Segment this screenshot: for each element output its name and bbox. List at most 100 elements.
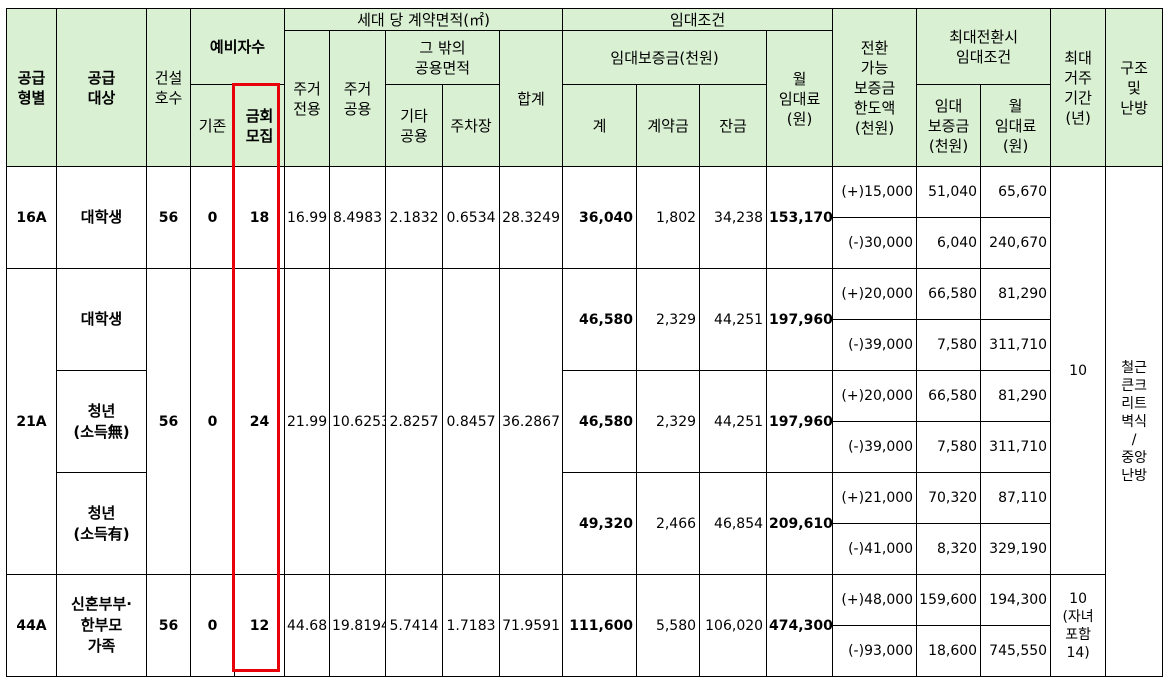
conversion-up-cell: (+)20,000 xyxy=(832,268,918,320)
header-built-units: 건설 호수 xyxy=(146,8,191,167)
deposit-total-cell: 49,320 xyxy=(562,472,638,575)
max-rent-cell: 65,670 xyxy=(980,166,1052,218)
deposit-total-cell: 46,580 xyxy=(562,370,638,473)
built-units-cell: 56 xyxy=(146,166,191,269)
deposit-balance-cell: 46,854 xyxy=(699,472,768,575)
max-rent-cell: 329,190 xyxy=(980,523,1052,575)
header-area-parking: 주차장 xyxy=(442,84,501,167)
monthly-rent-cell: 209,610 xyxy=(766,472,834,575)
header-area-group: 세대 당 계약면적(㎡) xyxy=(284,8,564,31)
header-deposit-contract: 계약금 xyxy=(636,84,701,167)
area-parking-cell: 1.7183 xyxy=(442,574,501,677)
max-period-cell: 10 (자녀 포함 14) xyxy=(1050,574,1107,677)
monthly-rent-cell: 153,170 xyxy=(766,166,834,269)
area-total-cell: 71.9591 xyxy=(499,574,564,677)
header-area-other: 기타 공용 xyxy=(385,84,444,167)
max-deposit-cell: 70,320 xyxy=(916,472,982,524)
reserve-new-cell: 24 xyxy=(233,268,286,575)
area-total-cell: 36.2867 xyxy=(499,268,564,575)
table-row: (-)39,000 7,580 311,710 xyxy=(7,421,1163,473)
conversion-down-cell: (-)39,000 xyxy=(832,319,918,371)
max-deposit-cell: 7,580 xyxy=(916,421,982,473)
header-conversion-limit: 전환 가능 보증금 한도액 (천원) xyxy=(832,8,918,167)
deposit-total-cell: 36,040 xyxy=(562,166,638,269)
header-reserve-existing: 기존 xyxy=(190,84,235,167)
deposit-contract-cell: 1,802 xyxy=(636,166,701,269)
conversion-down-cell: (-)30,000 xyxy=(832,217,918,269)
header-deposit-total: 계 xyxy=(562,84,638,167)
structure-cell: 철근 큰크 리트 벽식 / 중앙 난방 xyxy=(1105,166,1164,677)
supply-type-cell: 21A xyxy=(6,268,57,575)
max-rent-cell: 194,300 xyxy=(980,574,1052,626)
supply-target-cell: 대학생 xyxy=(56,268,147,371)
conversion-down-cell: (-)41,000 xyxy=(832,523,918,575)
area-other-cell: 2.8257 xyxy=(385,268,444,575)
header-supply-type: 공급 형별 xyxy=(6,8,57,167)
max-rent-cell: 81,290 xyxy=(980,370,1052,422)
supply-type-cell: 16A xyxy=(6,166,57,269)
table-row: 16A 대학생 56 0 18 16.99 8.4983 2.1832 0.65… xyxy=(6,166,1164,677)
monthly-rent-cell: 197,960 xyxy=(766,370,834,473)
monthly-rent-cell: 474,300 xyxy=(766,574,834,677)
header-area-total: 합계 xyxy=(499,30,564,167)
max-deposit-cell: 6,040 xyxy=(916,217,982,269)
header-area-shared: 주거 공용 xyxy=(329,30,387,167)
supply-target-cell: 신혼부부· 한부모 가족 xyxy=(56,574,147,677)
max-rent-cell: 745,550 xyxy=(980,625,1052,677)
deposit-total-cell: 46,580 xyxy=(562,268,638,371)
reserve-existing-cell: 0 xyxy=(190,166,235,269)
header-area-private: 주거 전용 xyxy=(284,30,331,167)
reserve-new-cell: 12 xyxy=(233,574,286,677)
max-rent-cell: 311,710 xyxy=(980,319,1052,371)
max-deposit-cell: 7,580 xyxy=(916,319,982,371)
header-reserve: 예비자수 xyxy=(189,8,286,85)
area-parking-cell: 0.8457 xyxy=(442,268,501,575)
max-rent-cell: 81,290 xyxy=(980,268,1052,320)
conversion-up-cell: (+)20,000 xyxy=(832,370,918,422)
header-structure: 구조 및 난방 xyxy=(1105,8,1164,167)
max-period-cell: 10 xyxy=(1050,166,1107,575)
header-area-other-group: 그 밖의 공용면적 xyxy=(385,30,501,85)
area-private-cell: 44.68 xyxy=(284,574,331,677)
reserve-existing-cell: 0 xyxy=(190,574,235,677)
max-deposit-cell: 66,580 xyxy=(916,268,982,320)
supply-target-cell: 청년 (소득無) xyxy=(56,370,147,473)
table-row: (-)41,000 8,320 329,190 xyxy=(7,523,1163,575)
table-row: 44A 신혼부부· 한부모 가족 56 0 12 44.68 19.8194 5.7… xyxy=(6,574,1163,677)
reserve-existing-cell: 0 xyxy=(190,268,235,575)
supply-type-cell: 44A xyxy=(6,574,57,677)
deposit-balance-cell: 44,251 xyxy=(699,268,768,371)
table-row: (-)39,000 7,580 311,710 xyxy=(7,319,1163,371)
rental-conditions-table: 공급 형별 공급 대상 건설 호수 예비자수 세대 당 계약면적(㎡) 임대조건 전환… xyxy=(6,8,1164,677)
header-max-deposit: 임대 보증금 (천원) xyxy=(916,84,982,167)
table-row: (-)30,000 6,040 240,670 xyxy=(7,217,1163,269)
header-max-period: 최대 거주 기간 (년) xyxy=(1050,8,1107,167)
deposit-balance-cell: 34,238 xyxy=(699,166,768,269)
header-deposit-balance: 잔금 xyxy=(699,84,768,167)
max-deposit-cell: 8,320 xyxy=(916,523,982,575)
area-total-cell: 28.3249 xyxy=(499,166,564,269)
area-shared-cell: 10.6253 xyxy=(329,268,387,575)
header-reserve-new: 금회 모집 xyxy=(233,84,286,167)
table-row: 청년 (소득有) 49,320 2,466 46,854 209,610 (+)2… xyxy=(7,472,1163,575)
deposit-contract-cell: 2,329 xyxy=(636,268,701,371)
monthly-rent-cell: 197,960 xyxy=(766,268,834,371)
area-other-cell: 2.1832 xyxy=(385,166,444,269)
max-rent-cell: 240,670 xyxy=(980,217,1052,269)
area-private-cell: 16.99 xyxy=(284,166,331,269)
area-shared-cell: 19.8194 xyxy=(329,574,387,677)
header-supply-target: 공급 대상 xyxy=(56,8,147,167)
conversion-up-cell: (+)21,000 xyxy=(832,472,918,524)
header-monthly-rent: 월 임대료 (원) xyxy=(766,30,834,167)
max-deposit-cell: 18,600 xyxy=(916,625,982,677)
max-rent-cell: 311,710 xyxy=(980,421,1052,473)
deposit-total-cell: 111,600 xyxy=(562,574,638,677)
built-units-cell: 56 xyxy=(146,268,191,575)
built-units-cell: 56 xyxy=(146,574,191,677)
header-deposit-group: 임대보증금(천원) xyxy=(562,30,768,85)
max-deposit-cell: 51,040 xyxy=(916,166,982,218)
deposit-contract-cell: 5,580 xyxy=(636,574,701,677)
supply-target-cell: 청년 (소득有) xyxy=(56,472,147,575)
table-row: 21A 대학생 56 0 24 21.99 10.6253 2.8257 0.8… xyxy=(6,268,1163,575)
header-max-rent: 월 임대료 (원) xyxy=(980,84,1052,167)
